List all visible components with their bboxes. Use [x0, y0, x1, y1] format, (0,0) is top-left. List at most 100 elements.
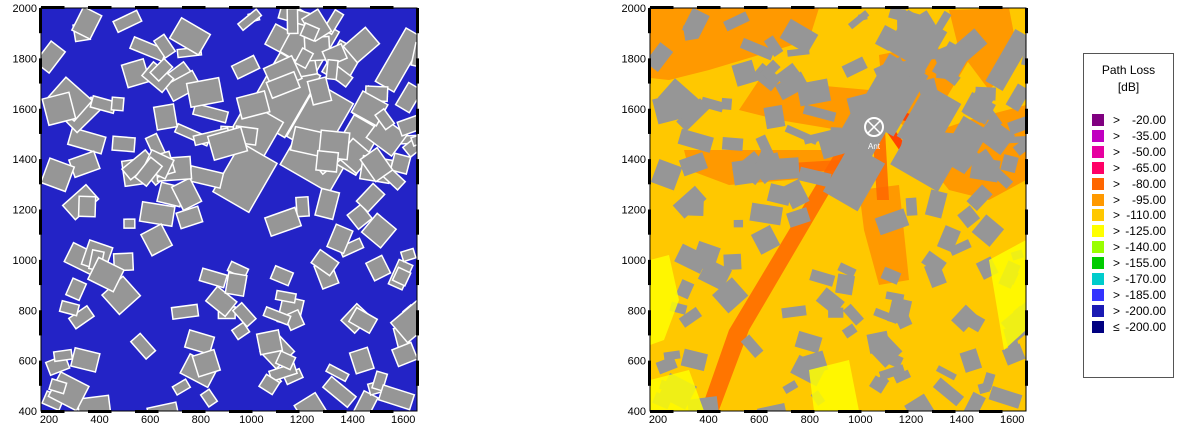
building [154, 104, 177, 130]
building [271, 266, 293, 285]
building [72, 8, 101, 39]
building [301, 23, 319, 41]
frame-tick [229, 410, 253, 413]
y-tick-label: 400 [19, 406, 37, 418]
building [870, 335, 903, 368]
building [367, 117, 407, 156]
frame-tick [182, 410, 206, 413]
legend-operator: > [1113, 113, 1121, 127]
building [78, 396, 111, 411]
frame-tick [416, 8, 419, 34]
building [233, 303, 255, 326]
frame-tick [885, 6, 909, 9]
legend-item: > -35.00 [1092, 128, 1172, 144]
building [267, 72, 300, 98]
path-loss-map-panel: Ant 400 600 800 1000 1200 1400 1600 1800 2000 20… [609, 0, 1028, 429]
frame-tick [648, 360, 651, 386]
legend-item: > -110.00 [1092, 207, 1172, 223]
legend-operator: > [1113, 224, 1121, 239]
building [208, 127, 247, 160]
legend-operator: > [1113, 256, 1121, 271]
building [266, 25, 290, 51]
building [114, 253, 133, 271]
legend-operator: > [1113, 176, 1121, 191]
building [66, 279, 86, 300]
frame-tick [1025, 209, 1028, 235]
legend-item: > -170.00 [1092, 271, 1172, 287]
frame-tick [648, 8, 651, 34]
frame-tick [39, 310, 42, 336]
building [141, 225, 172, 255]
building [1001, 343, 1026, 366]
building [657, 78, 701, 121]
x-axis-labels: 200 400 600 800 1000 1200 1400 1600 [40, 414, 416, 426]
frame-tick [416, 58, 419, 84]
x-tick-label: 1600 [391, 414, 415, 426]
building [721, 97, 733, 110]
building [357, 184, 384, 211]
building [873, 307, 899, 324]
x-tick-label: 800 [192, 414, 210, 426]
frame-tick [39, 58, 42, 84]
building [917, 77, 940, 105]
building [348, 205, 372, 229]
building [327, 225, 352, 253]
legend-operator: > [1113, 287, 1121, 302]
building [392, 343, 417, 366]
frame-tick [648, 58, 651, 84]
frame-tick [41, 410, 65, 413]
building [815, 287, 845, 316]
building [315, 189, 339, 219]
building [259, 375, 279, 394]
building [681, 8, 710, 39]
x-tick-label: 200 [40, 414, 58, 426]
frame-tick [885, 410, 909, 413]
legend-value: -95.00 [1131, 192, 1166, 207]
path-loss-map: Ant 400 600 800 1000 1200 1400 1600 1800 2000 20… [622, 3, 1028, 426]
building [312, 250, 338, 275]
legend-value: -140.00 [1125, 240, 1166, 255]
building [136, 158, 162, 186]
frame-tick [323, 410, 347, 413]
frame-tick [88, 6, 112, 9]
frame-tick [182, 6, 206, 9]
frame-tick [39, 159, 42, 185]
building [206, 287, 236, 316]
building [846, 91, 878, 118]
frame-tick [370, 410, 394, 413]
building [663, 350, 681, 361]
building [165, 71, 200, 101]
frame-tick [979, 6, 1003, 9]
legend-swatch [1092, 114, 1104, 126]
building [866, 330, 891, 354]
building [802, 104, 837, 122]
frame-tick [416, 310, 419, 336]
building [835, 273, 856, 296]
y-axis-labels: 400 600 800 1000 1200 1400 1600 1800 2000 [622, 3, 646, 418]
legend-operator: > [1113, 192, 1121, 207]
frame-tick [39, 360, 42, 386]
building [172, 305, 198, 319]
building [122, 151, 154, 179]
building [396, 83, 417, 112]
frame-tick [744, 6, 768, 9]
building [837, 262, 857, 278]
y-tick-label: 1800 [622, 53, 646, 65]
building [712, 277, 749, 314]
building [265, 208, 301, 236]
frame-tick [276, 6, 300, 9]
legend-swatch [1092, 161, 1104, 174]
building [890, 138, 953, 192]
building [349, 308, 377, 333]
legend-swatch [1092, 320, 1104, 333]
x-axis-labels: 200 400 600 800 1000 1200 1400 1600 [649, 414, 1025, 426]
frame-tick [1025, 310, 1028, 336]
building [393, 268, 410, 285]
frame-tick [979, 410, 1003, 413]
building [232, 323, 249, 339]
building [678, 152, 708, 177]
x-tick-label: 600 [141, 414, 159, 426]
legend-item: > -140.00 [1092, 239, 1172, 255]
coverage-zone [650, 255, 679, 345]
x-tick-label: 200 [649, 414, 667, 426]
